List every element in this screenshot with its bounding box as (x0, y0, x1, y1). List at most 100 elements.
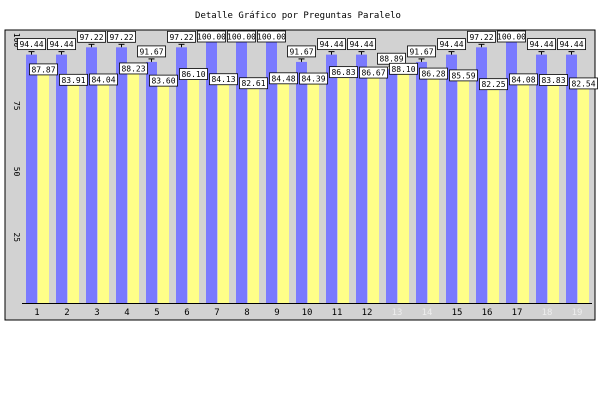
x-tick-label: 9 (274, 308, 279, 318)
data-label: 87.87 (29, 63, 58, 76)
bar (278, 80, 289, 303)
y-tick-label: 75 (12, 101, 21, 111)
y-axis: 25 50 75 100 (12, 33, 21, 242)
data-label: 100.00 (257, 30, 286, 43)
data-label: 94.44 (557, 38, 586, 51)
bar (158, 83, 169, 303)
data-label-text: 97.22 (169, 33, 193, 42)
data-label: 97.22 (77, 30, 106, 43)
data-label-text: 88.10 (391, 65, 415, 74)
data-label: 88.23 (119, 62, 148, 75)
data-label: 84.08 (509, 73, 538, 86)
data-label-text: 83.60 (151, 77, 175, 86)
data-label-box (287, 45, 316, 58)
data-label-box (137, 45, 166, 58)
data-label-box (419, 67, 448, 80)
data-label: 100.00 (197, 30, 226, 43)
data-label-text: 84.04 (91, 75, 115, 84)
x-tick-label: 7 (214, 308, 219, 318)
bar (368, 75, 379, 304)
bar (356, 54, 367, 303)
bar (548, 82, 559, 303)
bar (578, 85, 589, 303)
chart-title: Detalle Gráfico por Preguntas Paralelo (195, 11, 401, 21)
x-tick-label: 11 (332, 308, 343, 318)
data-label-box (437, 38, 466, 51)
data-label: 84.04 (89, 73, 118, 86)
data-label: 97.22 (107, 30, 136, 43)
data-label-text: 83.91 (61, 76, 85, 85)
bar (68, 82, 79, 303)
data-label-text: 87.87 (31, 65, 55, 74)
x-tick-label: 2 (64, 308, 69, 318)
x-tick-label: 4 (124, 308, 129, 318)
data-label-text: 94.44 (19, 40, 43, 49)
bar (506, 40, 517, 303)
data-label: 94.44 (47, 38, 76, 51)
bar (416, 61, 427, 304)
bar (26, 54, 37, 303)
data-label-box (107, 30, 136, 43)
bar (56, 54, 67, 303)
bar (488, 86, 499, 304)
bar (536, 54, 547, 303)
bar (38, 71, 49, 303)
data-label-box (47, 38, 76, 51)
data-label-text: 91.67 (289, 47, 313, 56)
data-label: 91.67 (137, 45, 166, 58)
data-label: 100.00 (227, 30, 256, 43)
y-tick-label: 50 (12, 167, 21, 177)
x-axis: 1 2 3 4 5 6 7 8 9 10 11 12 13 14 15 16 17 18 19 (34, 308, 582, 318)
data-label-text: 84.08 (511, 75, 535, 84)
data-label: 84.39 (299, 72, 328, 85)
data-label-text: 94.44 (529, 40, 553, 49)
bar (146, 61, 157, 304)
data-label-box (479, 78, 508, 91)
data-label: 94.44 (437, 38, 466, 51)
data-label: 94.44 (17, 38, 46, 51)
bar (338, 74, 349, 303)
data-label-box (509, 73, 538, 86)
bar (398, 71, 409, 303)
data-label-box (209, 73, 238, 86)
data-label-text: 94.44 (349, 40, 373, 49)
data-label-box (269, 72, 298, 85)
bar (236, 40, 247, 303)
bar (206, 40, 217, 303)
data-label: 100.00 (497, 30, 526, 43)
data-label-text: 94.44 (49, 40, 73, 49)
data-label-box (227, 30, 256, 43)
x-tick-label: 10 (302, 308, 313, 318)
bar (458, 77, 469, 303)
data-label: 91.67 (407, 45, 436, 58)
data-label: 83.60 (149, 74, 178, 87)
bar (86, 47, 97, 303)
data-label-box (167, 30, 196, 43)
data-label: 94.44 (347, 38, 376, 51)
data-label: 82.61 (239, 77, 268, 90)
data-label-box (497, 30, 526, 43)
x-tick-label: 6 (184, 308, 189, 318)
data-label: 86.83 (329, 66, 358, 79)
data-label: 88.89 (377, 52, 406, 65)
bar (176, 47, 187, 303)
data-label: 97.22 (467, 30, 496, 43)
bar (98, 81, 109, 304)
x-tick-label: 19 (572, 308, 583, 318)
data-label: 86.28 (419, 67, 448, 80)
x-tick-label: 5 (154, 308, 159, 318)
y-tick-label: 100 (12, 33, 21, 48)
data-label-text: 100.00 (197, 33, 226, 42)
data-label-text: 94.44 (319, 40, 343, 49)
data-label-box (527, 38, 556, 51)
data-label-box (257, 30, 286, 43)
data-label-text: 83.83 (541, 76, 565, 85)
data-label-box (29, 63, 58, 76)
data-label-text: 86.67 (361, 69, 385, 78)
bar (116, 47, 127, 303)
x-tick-label: 16 (482, 308, 493, 318)
data-label-text: 86.28 (421, 70, 445, 79)
x-tick-label: 8 (244, 308, 249, 318)
data-label-box (389, 62, 418, 75)
